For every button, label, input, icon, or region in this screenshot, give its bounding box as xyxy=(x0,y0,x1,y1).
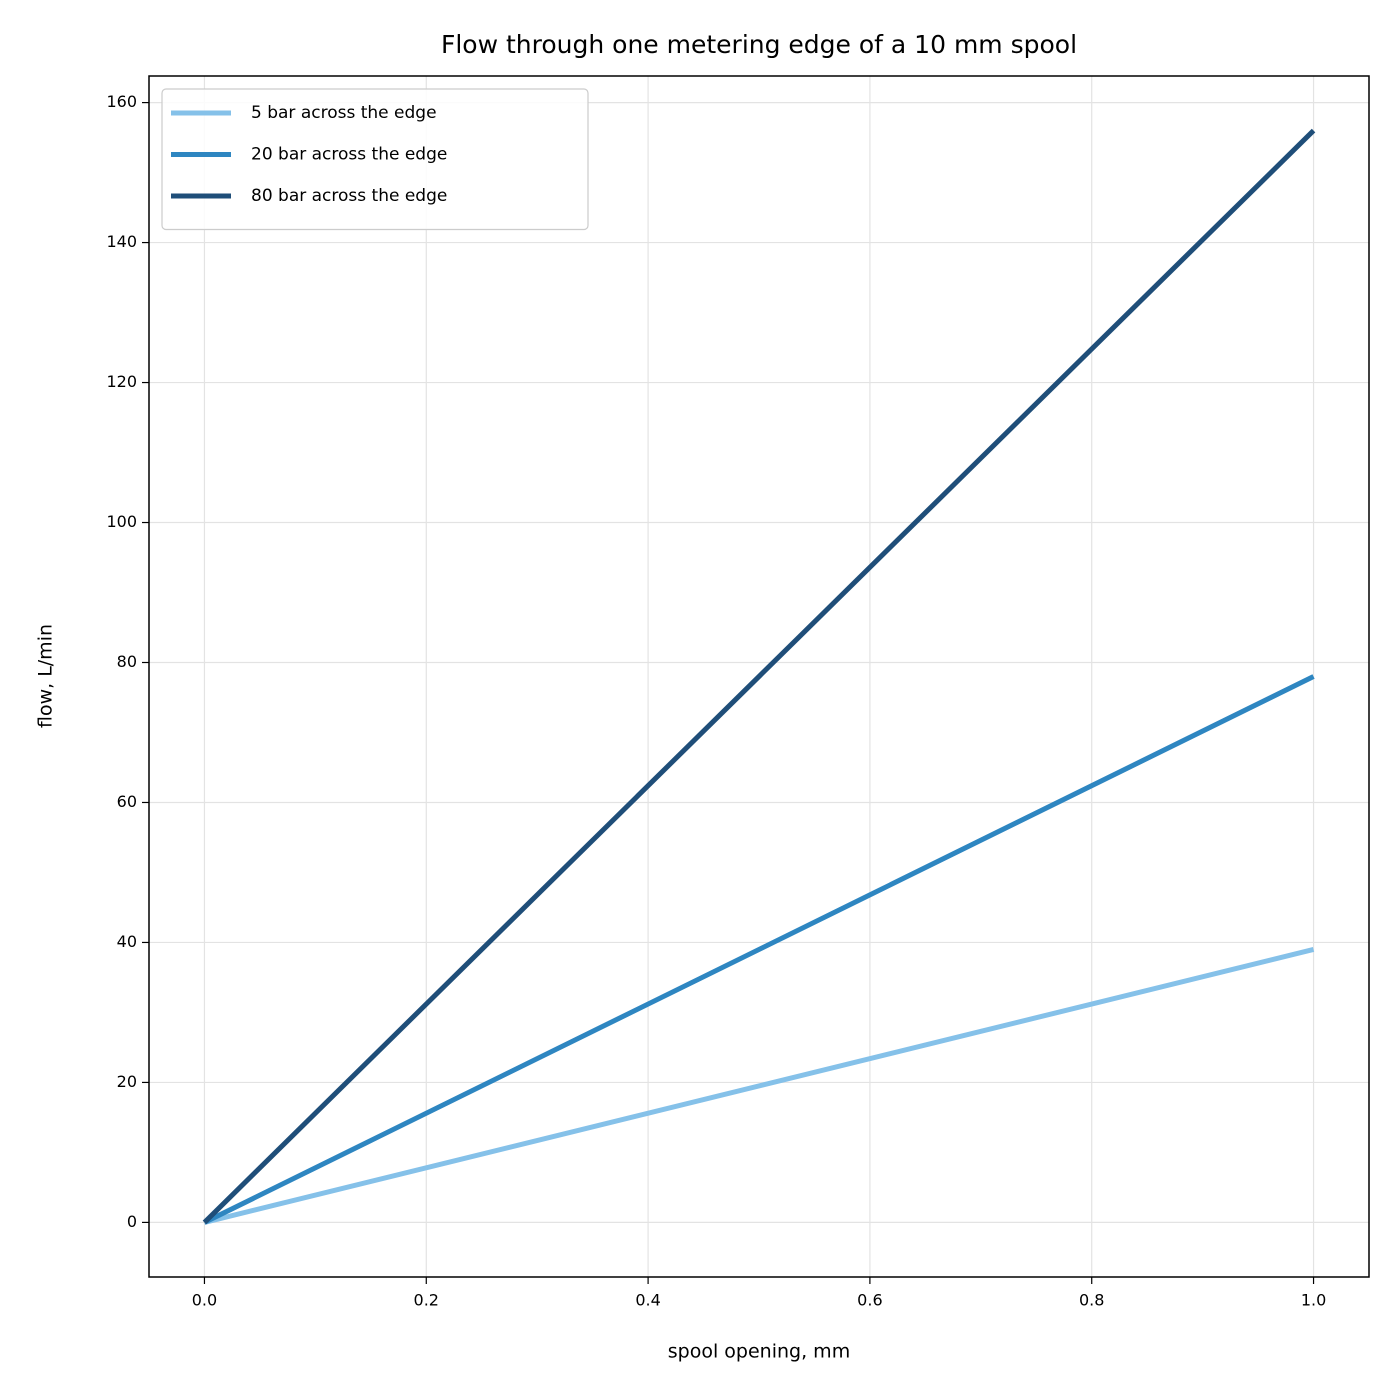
legend-label: 20 bar across the edge xyxy=(251,145,447,165)
y-tick-label: 20 xyxy=(117,1072,137,1091)
x-tick-label: 0.0 xyxy=(192,1291,217,1310)
x-tick-label: 0.6 xyxy=(857,1291,882,1310)
legend-box xyxy=(161,88,589,231)
y-tick-label: 160 xyxy=(106,92,137,111)
y-tick-label: 140 xyxy=(106,232,137,251)
line xyxy=(203,947,1315,1225)
y-tick-label: 0 xyxy=(127,1212,137,1231)
line xyxy=(202,128,1316,1225)
chart-title: Flow through one metering edge of a 10 m… xyxy=(441,30,1077,59)
y-tick-label: 40 xyxy=(117,932,137,951)
y-tick-label: 80 xyxy=(117,652,137,671)
y-tick-label: 60 xyxy=(117,792,137,811)
x-tick-label: 0.8 xyxy=(1079,1291,1104,1310)
x-tick-label: 0.4 xyxy=(635,1291,660,1310)
x-tick-label: 0.2 xyxy=(414,1291,439,1310)
x-axis-label: spool opening, mm xyxy=(668,1341,850,1363)
legend-label: 80 bar across the edge xyxy=(251,186,447,206)
legend-label: 5 bar across the edge xyxy=(251,103,437,123)
x-tick-label: 1.0 xyxy=(1301,1291,1326,1310)
y-tick-label: 120 xyxy=(106,372,137,391)
plot-frame xyxy=(148,75,1370,1278)
line xyxy=(203,674,1315,1225)
legend: 5 bar across the edge 20 bar across the e… xyxy=(161,88,589,231)
y-tick-label: 100 xyxy=(106,512,137,531)
y-axis-label: flow, L/min xyxy=(35,624,57,728)
